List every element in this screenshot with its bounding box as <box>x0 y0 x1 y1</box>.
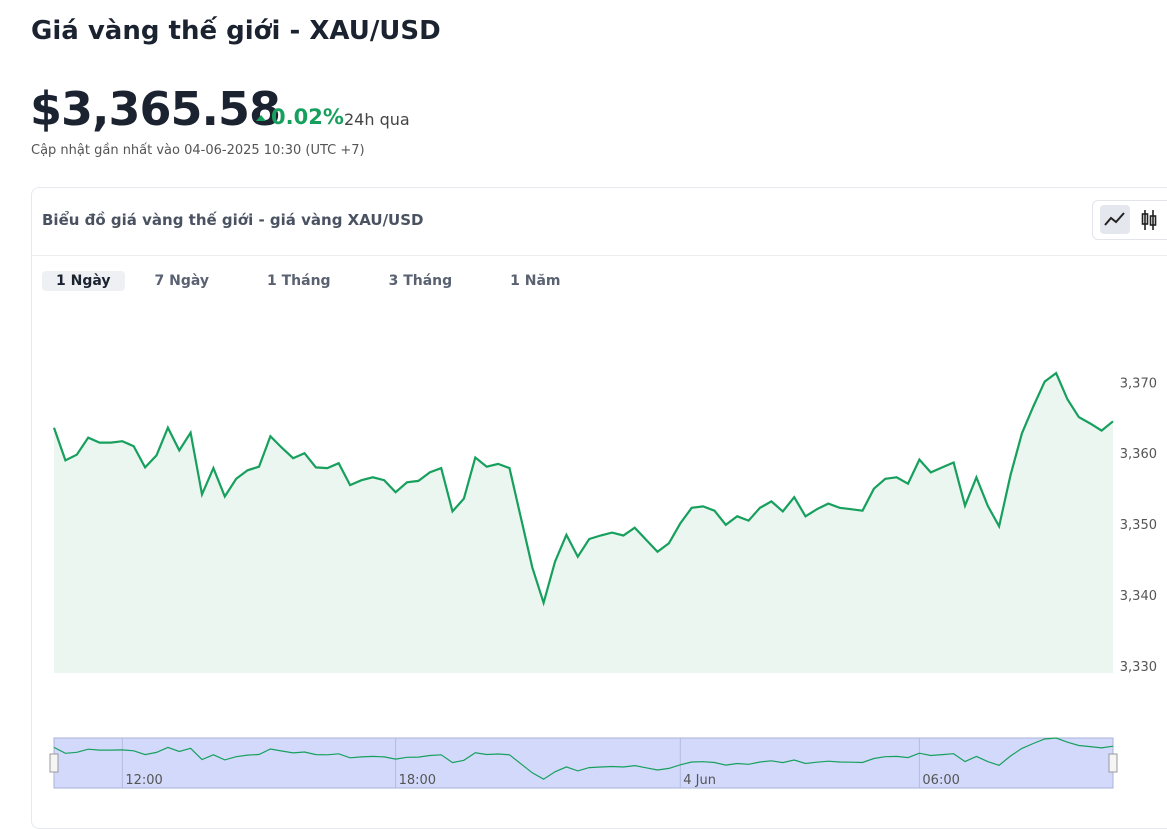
price-line <box>52 371 1114 607</box>
period: 24h qua <box>344 110 410 129</box>
page-title: Giá vàng thế giới - XAU/USD <box>31 16 441 46</box>
updated: Cập nhật gần nhất vào 04-06-2025 10:30 (… <box>31 143 365 158</box>
tabs: 1 Ngày 7 Ngày 1 Tháng 3 Tháng 1 Năm <box>42 271 605 291</box>
card-title: Biểu đồ giá vàng thế giới - giá vàng XAU… <box>42 211 424 229</box>
chart: 3,330 3,340 3,350 3,360 3,370 12:00 18:00 4 Jun… <box>49 371 1157 789</box>
y-tick-label: 3,360 <box>1120 447 1157 462</box>
chart-toggle <box>1092 200 1167 240</box>
nav-line <box>53 737 1114 780</box>
y-tick-label: 3,370 <box>1120 376 1157 391</box>
tab[interactable]: 1 Năm <box>510 273 561 289</box>
up-arrow <box>256 115 266 121</box>
line-btn[interactable] <box>1100 205 1130 234</box>
tab[interactable]: 7 Ngày <box>154 273 210 289</box>
nav-tick-label: 12:00 <box>125 773 162 788</box>
price: $3,365.58 <box>30 82 281 136</box>
tab[interactable]: 3 Tháng <box>388 273 453 289</box>
divider <box>32 255 1167 256</box>
y-tick-label: 3,350 <box>1120 518 1157 533</box>
nav-tick-label: 06:00 <box>922 773 959 788</box>
nav-tick-label: 4 Jun <box>683 773 716 788</box>
nav-handle[interactable] <box>49 753 59 773</box>
area <box>54 373 1113 673</box>
line-icon <box>1104 212 1125 226</box>
y-tick-label: 3,340 <box>1120 589 1157 604</box>
toggle-icons <box>1100 205 1157 234</box>
y-tick-label: 3,330 <box>1120 660 1157 675</box>
tab[interactable]: 1 Tháng <box>267 273 331 289</box>
change: 0.02% <box>271 105 344 129</box>
nav-handle[interactable] <box>1108 753 1118 773</box>
page: Giá vàng thế giới - XAU/USD $3,365.58 0.… <box>30 16 1167 829</box>
nav-tick-label: 18:00 <box>399 773 436 788</box>
candle-icon[interactable] <box>1141 210 1157 230</box>
tab[interactable]: 1 Ngày <box>42 271 125 291</box>
